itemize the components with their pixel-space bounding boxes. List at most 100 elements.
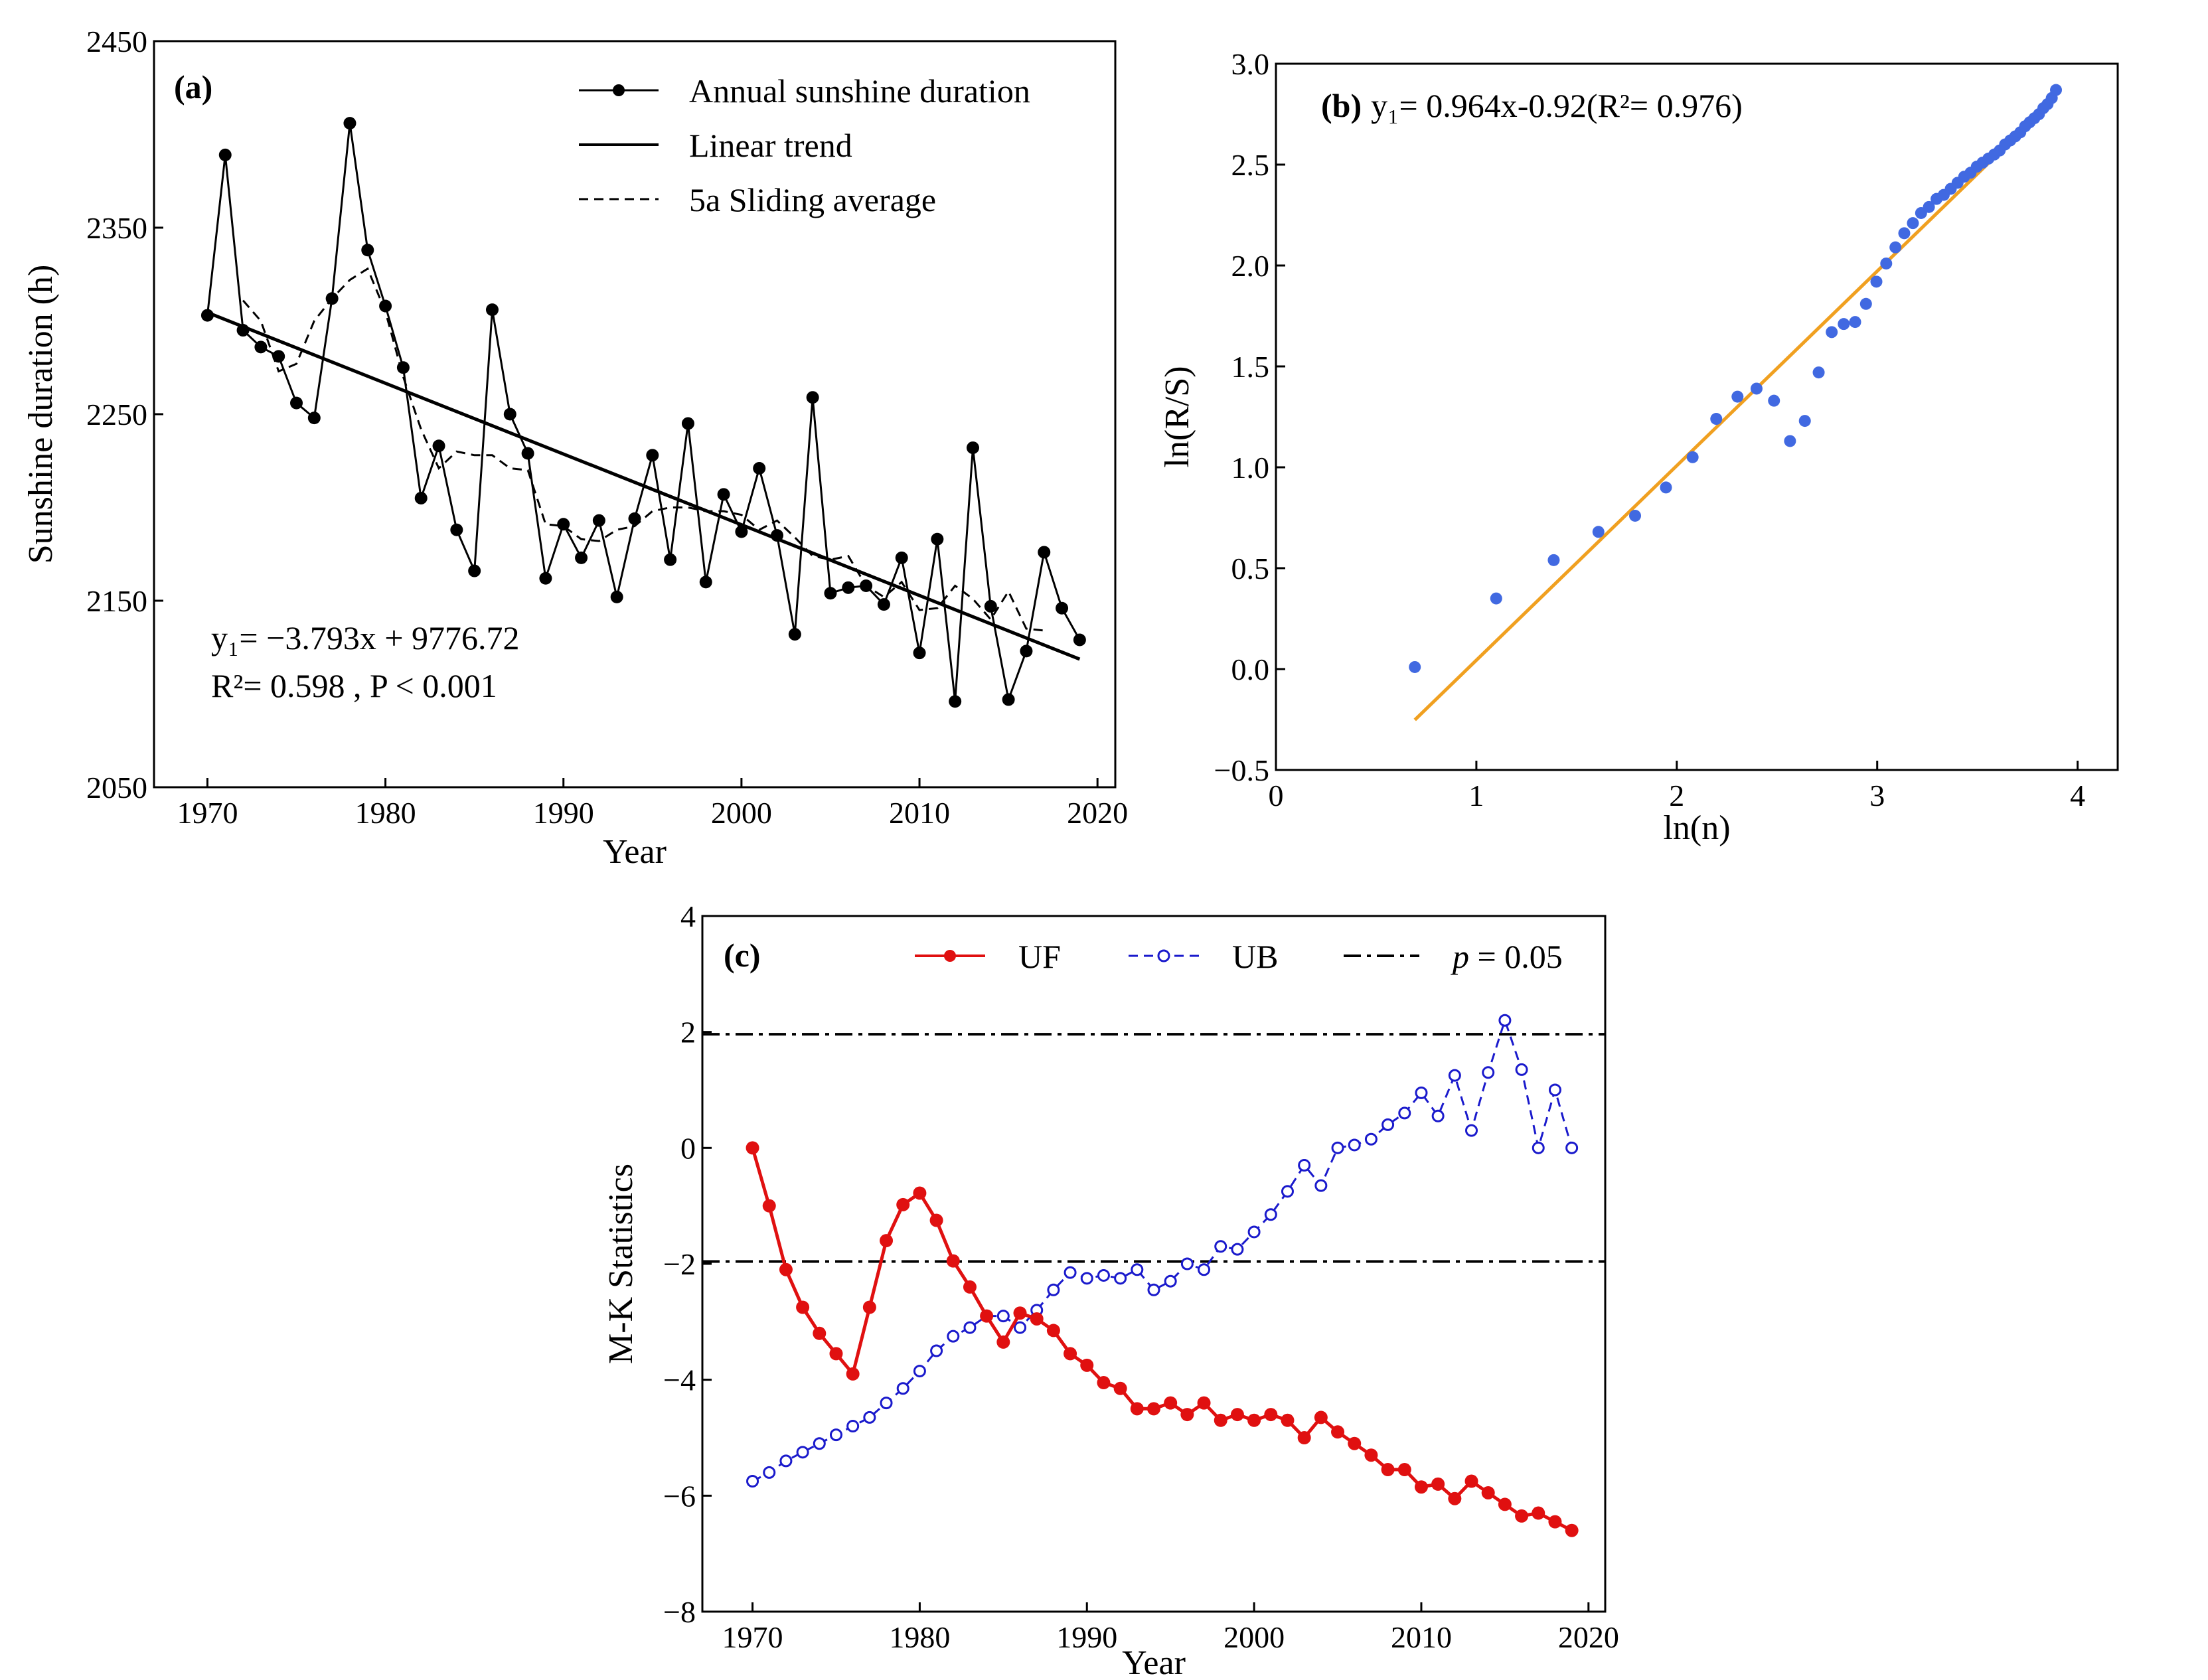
panel-c-x-tick-label: 1990	[1056, 1620, 1117, 1654]
ub-point	[930, 1344, 943, 1357]
ub-point	[1281, 1185, 1294, 1198]
uf-point	[1130, 1402, 1144, 1416]
annual-sunshine-point	[753, 461, 766, 475]
panel-b-fit-equation-text: y₁= 0.964x-0.92(R²= 0.976)	[1371, 87, 1743, 124]
legend-ub-dot-swatch	[1157, 949, 1170, 962]
ln-rs-point	[1798, 415, 1811, 427]
annual-sunshine-point	[966, 441, 979, 455]
annual-sunshine-point	[575, 551, 588, 564]
annual-sunshine-point	[699, 575, 712, 589]
ln-rs-point	[1889, 241, 1902, 254]
annual-sunshine-point	[1020, 645, 1033, 658]
ub-point	[1448, 1069, 1461, 1082]
annual-sunshine-point	[557, 518, 570, 531]
uf-point	[1414, 1480, 1428, 1494]
ub-point	[1431, 1109, 1445, 1122]
annual-sunshine-point	[325, 292, 339, 305]
panel-c-x-tick-label: 2020	[1558, 1620, 1619, 1654]
ub-point	[1298, 1159, 1311, 1172]
uf-point	[1180, 1408, 1194, 1422]
ub-point	[829, 1428, 842, 1442]
panel-a-y-tick-label: 2150	[86, 584, 147, 618]
annual-sunshine-point	[984, 599, 997, 613]
ub-point	[1147, 1283, 1160, 1296]
ub-point	[880, 1397, 893, 1410]
uf-point	[980, 1309, 994, 1323]
uf-point	[1281, 1413, 1295, 1427]
ub-point	[1097, 1268, 1110, 1282]
uf-point	[880, 1234, 894, 1248]
panel-a-y-axis-label: Sunshine duration (h)	[22, 265, 60, 564]
ln-rs-point	[1409, 660, 1421, 673]
uf-point	[1214, 1413, 1227, 1427]
ub-point	[1264, 1208, 1277, 1221]
ub-point	[1415, 1086, 1428, 1099]
ub-point	[813, 1437, 826, 1450]
annual-sunshine-point	[414, 491, 428, 504]
annual-sunshine-point	[1002, 693, 1015, 706]
annual-sunshine-point	[254, 341, 268, 354]
panel-b-x-tick-label: 4	[2070, 779, 2085, 812]
panel-b-y-tick-label: 3.0	[1231, 47, 1270, 81]
legend-p-symbol: p	[1451, 938, 1469, 975]
ub-point	[1064, 1266, 1077, 1279]
ub-point	[1398, 1107, 1411, 1120]
ub-point	[1080, 1272, 1093, 1285]
ln-rs-point	[1812, 366, 1825, 379]
panel-c-y-tick-label: −6	[663, 1479, 696, 1513]
ub-point	[1515, 1063, 1528, 1076]
ub-point	[1364, 1132, 1378, 1146]
ln-rs-point	[1898, 227, 1911, 240]
ln-rs-point	[1731, 390, 1744, 403]
annual-sunshine-point	[788, 628, 801, 641]
annual-sunshine-point	[521, 447, 534, 460]
annual-sunshine-point	[432, 439, 445, 453]
annual-sunshine-point	[396, 361, 410, 374]
uf-point	[1230, 1408, 1244, 1422]
uf-point	[946, 1254, 960, 1268]
panel-b-x-tick-label: 2	[1669, 779, 1684, 812]
ub-point	[1348, 1138, 1361, 1152]
panel-c-ticks: 1970 1980 1990 2000 2010 2020 −8 −6 −4 −2 0 2 4	[663, 899, 1619, 1654]
ln-rs-point	[2050, 84, 2063, 96]
panel-c-x-tick-label: 2010	[1391, 1620, 1452, 1654]
panel-a-y-tick-label: 2450	[86, 25, 147, 58]
uf-point	[1297, 1431, 1311, 1444]
sliding-average-line	[242, 267, 1044, 632]
ln-rs-point	[1923, 200, 1935, 213]
ub-point	[1548, 1083, 1561, 1097]
ub-point	[1198, 1263, 1211, 1276]
ln-rs-point	[1592, 526, 1605, 538]
panel-b-x-tick-label: 3	[1869, 779, 1885, 812]
ub-point	[1465, 1124, 1478, 1137]
uf-point	[862, 1300, 876, 1314]
ln-rs-point	[1710, 413, 1723, 425]
ln-rs-point	[1490, 592, 1502, 605]
annual-sunshine-point	[824, 587, 837, 600]
uf-point	[1348, 1436, 1362, 1450]
uf-point	[796, 1300, 810, 1314]
annual-sunshine-point	[735, 525, 748, 538]
uf-point	[1247, 1413, 1261, 1427]
ub-point	[1231, 1243, 1244, 1256]
legend-annual-dot-swatch	[613, 84, 625, 96]
panel-c-y-tick-label: −8	[663, 1595, 696, 1629]
panel-c-y-tick-label: −4	[663, 1363, 696, 1397]
annual-sunshine-point	[307, 412, 321, 425]
ln-rs-point	[1547, 554, 1560, 566]
panel-b-plot-area	[1409, 84, 2063, 722]
uf-point	[1013, 1306, 1027, 1320]
annual-sunshine-point	[664, 553, 677, 566]
panel-c-y-tick-label: 4	[680, 899, 696, 933]
ub-point	[1532, 1141, 1545, 1154]
uf-point	[1331, 1425, 1345, 1439]
ln-rs-point	[1880, 257, 1893, 269]
uf-point	[1030, 1312, 1044, 1326]
panel-a-x-tick-label: 1980	[355, 796, 416, 830]
panel-b-y-axis-label: ln(R/S)	[1158, 366, 1196, 467]
annual-sunshine-point	[1056, 601, 1069, 615]
annual-sunshine-point	[949, 695, 962, 708]
panel-b-x-axis-label: ln(n)	[1663, 809, 1730, 847]
legend-p-value: = 0.05	[1469, 938, 1563, 975]
ub-point	[1565, 1141, 1579, 1154]
